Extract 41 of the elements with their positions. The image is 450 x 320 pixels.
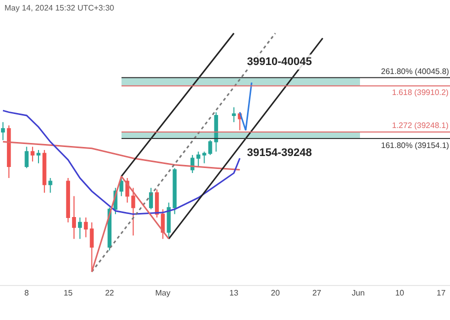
x-tick-label: 13 [229,288,239,298]
candlestick [154,189,159,218]
candlestick [78,216,82,240]
x-tick-label: 10 [395,288,405,298]
x-tick-label: 15 [64,288,74,298]
candlestick [149,187,153,210]
candlestick [190,154,194,174]
annotation: 39154-39248 [247,147,312,159]
candlestick [196,151,200,167]
candlestick [72,196,76,240]
x-tick-label: 27 [312,288,322,298]
candlestick [208,140,212,156]
chart-title: May 14, 2024 15:32 UTC+3:30 [4,3,115,12]
x-tick-label: 8 [24,288,30,298]
candlestick [119,176,124,197]
x-tick-label: 22 [105,288,115,298]
candlestick [66,177,70,223]
annotation: 1.272 (39248.1) [392,121,449,130]
candlestick [172,168,177,215]
candlestick [6,124,11,178]
candlestick [202,151,206,164]
candlestick [84,216,88,238]
x-tick-label: 17 [436,288,446,298]
candlestick [1,122,5,141]
candlestick [48,177,52,194]
candlestick [30,146,35,162]
candlestick [160,208,165,240]
text: 261.80% (40045.8) [381,67,450,76]
x-tick-label: May [155,288,170,298]
candlestick [232,106,236,123]
annotation: 161.80% (39154.1) [381,141,450,150]
text: 1.618 (39910.2) [392,88,449,97]
candlestick [214,112,218,152]
x-tick-label: Jun [352,288,365,298]
candlestick [36,150,40,164]
candlestick [42,150,46,194]
candlestick [90,222,94,272]
x-tick-label: 20 [270,288,280,298]
text: 39910-40045 [247,56,312,68]
candlestick [24,146,29,169]
candlestick [131,187,136,236]
